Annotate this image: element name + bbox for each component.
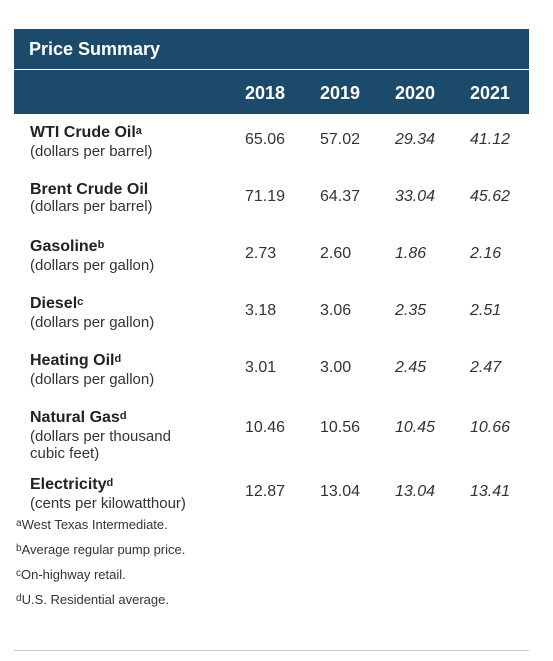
table-title-bar: Price Summary — [14, 29, 529, 70]
row-unit: (cents per kilowatthour) — [30, 495, 230, 512]
table-cell: 10.66 — [470, 419, 510, 437]
table-cell: 13.04 — [395, 483, 435, 501]
year-header: 2020 — [395, 70, 435, 114]
year-header: 2018 — [245, 70, 285, 114]
table-cell: 57.02 — [320, 131, 360, 149]
table-cell: 10.46 — [245, 419, 285, 437]
row-label: Brent Crude Oil (dollars per barrel) — [30, 181, 230, 215]
row-name: Gasolineb — [30, 238, 230, 257]
footnote: bAverage regular pump price. — [16, 537, 185, 562]
bottom-divider — [14, 650, 529, 651]
table-title: Price Summary — [14, 39, 160, 60]
footnote: aWest Texas Intermediate. — [16, 512, 185, 537]
row-name: WTI Crude Oila — [30, 124, 230, 143]
table-cell: 1.86 — [395, 245, 426, 263]
table-cell: 2.16 — [470, 245, 501, 263]
row-name: Electricityd — [30, 476, 230, 495]
row-label: Gasolineb (dollars per gallon) — [30, 238, 230, 274]
table-cell: 2.45 — [395, 359, 426, 377]
row-unit: (dollars per barrel) — [30, 198, 230, 215]
row-name: Brent Crude Oil — [30, 181, 230, 198]
table-cell: 12.87 — [245, 483, 285, 501]
row-unit: (dollars per gallon) — [30, 257, 230, 274]
footnote: cOn-highway retail. — [16, 562, 185, 587]
row-label: Heating Oild (dollars per gallon) — [30, 352, 230, 388]
table-cell: 2.35 — [395, 302, 426, 320]
row-name: Heating Oild — [30, 352, 230, 371]
table-body: WTI Crude Oila (dollars per barrel) 65.0… — [14, 114, 529, 523]
table-row: Dieselc (dollars per gallon) 3.18 3.06 2… — [14, 285, 529, 342]
table-cell: 2.60 — [320, 245, 351, 263]
table-cell: 2.73 — [245, 245, 276, 263]
table-cell: 10.45 — [395, 419, 435, 437]
table-row: Heating Oild (dollars per gallon) 3.01 3… — [14, 342, 529, 399]
table-row: Brent Crude Oil (dollars per barrel) 71.… — [14, 171, 529, 228]
table-cell: 65.06 — [245, 131, 285, 149]
table-cell: 3.06 — [320, 302, 351, 320]
year-header: 2021 — [470, 70, 510, 114]
table-cell: 29.34 — [395, 131, 435, 149]
row-unit: (dollars per gallon) — [30, 371, 230, 388]
table-cell: 33.04 — [395, 188, 435, 206]
row-label: Natural Gasd (dollars per thousand cubic… — [30, 409, 230, 462]
row-label: WTI Crude Oila (dollars per barrel) — [30, 124, 230, 160]
footnotes: aWest Texas Intermediate. bAverage regul… — [16, 512, 185, 612]
table-cell: 3.00 — [320, 359, 351, 377]
row-label: Dieselc (dollars per gallon) — [30, 295, 230, 331]
table-row: Gasolineb (dollars per gallon) 2.73 2.60… — [14, 228, 529, 285]
table-cell: 45.62 — [470, 188, 510, 206]
table-cell: 2.47 — [470, 359, 501, 377]
table-cell: 13.41 — [470, 483, 510, 501]
table-row: WTI Crude Oila (dollars per barrel) 65.0… — [14, 114, 529, 171]
row-unit: (dollars per barrel) — [30, 143, 230, 160]
table-cell: 10.56 — [320, 419, 360, 437]
table-cell: 71.19 — [245, 188, 285, 206]
row-unit: (dollars per gallon) — [30, 314, 230, 331]
year-header-row: 2018 2019 2020 2021 — [14, 70, 529, 114]
row-unit: (dollars per thousand cubic feet) — [30, 428, 205, 462]
table-cell: 2.51 — [470, 302, 501, 320]
table-cell: 3.18 — [245, 302, 276, 320]
row-name: Dieselc — [30, 295, 230, 314]
table-cell: 13.04 — [320, 483, 360, 501]
year-header: 2019 — [320, 70, 360, 114]
table-cell: 64.37 — [320, 188, 360, 206]
row-name: Natural Gasd — [30, 409, 230, 428]
table-cell: 3.01 — [245, 359, 276, 377]
row-label: Electricityd (cents per kilowatthour) — [30, 476, 230, 512]
table-row: Natural Gasd (dollars per thousand cubic… — [14, 399, 529, 466]
footnote: dU.S. Residential average. — [16, 587, 185, 612]
price-summary-table: Price Summary 2018 2019 2020 2021 WTI Cr… — [14, 29, 529, 523]
table-cell: 41.12 — [470, 131, 510, 149]
